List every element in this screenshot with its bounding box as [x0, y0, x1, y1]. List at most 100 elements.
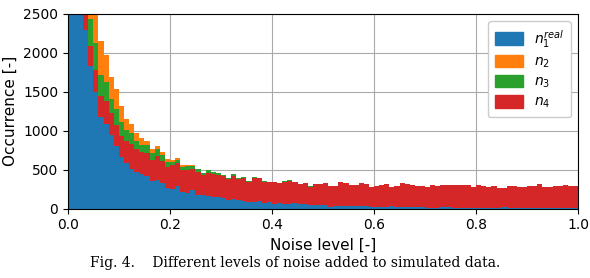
Bar: [191, 190, 195, 208]
Bar: [93, 43, 99, 70]
Bar: [303, 204, 308, 208]
Bar: [145, 145, 149, 153]
Bar: [83, 9, 88, 30]
Bar: [185, 170, 191, 193]
Bar: [236, 200, 241, 208]
Bar: [149, 160, 155, 182]
Bar: [104, 101, 109, 124]
Bar: [191, 169, 195, 190]
Bar: [114, 89, 119, 109]
Bar: [374, 207, 379, 208]
Bar: [139, 152, 145, 174]
Bar: [211, 197, 216, 208]
Bar: [119, 157, 124, 208]
Bar: [277, 203, 282, 208]
Bar: [134, 149, 139, 172]
Bar: [308, 187, 313, 205]
Bar: [318, 205, 323, 208]
Bar: [313, 205, 318, 208]
Bar: [247, 182, 251, 202]
Bar: [139, 145, 145, 152]
Bar: [134, 133, 139, 141]
Bar: [440, 185, 445, 207]
Bar: [328, 186, 333, 207]
Bar: [389, 187, 395, 207]
Bar: [160, 152, 165, 155]
Bar: [236, 178, 241, 179]
Bar: [206, 170, 211, 173]
Bar: [512, 186, 517, 208]
Bar: [175, 158, 180, 160]
Bar: [114, 146, 119, 208]
Bar: [333, 206, 338, 208]
Bar: [532, 186, 537, 208]
Bar: [104, 124, 109, 208]
Bar: [522, 187, 527, 208]
Bar: [349, 206, 353, 208]
Bar: [410, 207, 415, 208]
Bar: [395, 207, 399, 208]
Bar: [395, 187, 399, 207]
Bar: [369, 207, 374, 208]
Legend: $n_1^{real}$, $n_2$, $n_3$, $n_4$: $n_1^{real}$, $n_2$, $n_3$, $n_4$: [489, 21, 571, 117]
Bar: [145, 176, 149, 208]
Bar: [379, 207, 384, 208]
Bar: [247, 181, 251, 182]
Bar: [282, 204, 287, 208]
Bar: [83, 30, 88, 208]
Bar: [231, 174, 236, 176]
Bar: [241, 201, 247, 208]
Bar: [517, 187, 522, 208]
Bar: [226, 200, 231, 208]
Bar: [267, 202, 272, 208]
Bar: [129, 144, 134, 169]
Bar: [399, 183, 405, 207]
Bar: [216, 173, 221, 175]
Bar: [185, 193, 191, 208]
Bar: [99, 96, 104, 117]
Bar: [445, 185, 451, 207]
Bar: [389, 207, 395, 208]
Bar: [170, 162, 175, 165]
Bar: [548, 187, 553, 208]
Bar: [369, 187, 374, 207]
Bar: [349, 185, 353, 206]
Bar: [563, 185, 568, 208]
Bar: [364, 184, 369, 206]
Bar: [415, 185, 420, 207]
Bar: [293, 203, 297, 208]
Bar: [251, 202, 257, 208]
Bar: [328, 207, 333, 208]
Bar: [308, 205, 313, 208]
Bar: [129, 169, 134, 208]
Bar: [124, 163, 129, 208]
Bar: [455, 185, 461, 208]
Bar: [338, 182, 343, 206]
Bar: [104, 82, 109, 101]
Bar: [165, 167, 170, 188]
Bar: [155, 146, 160, 149]
Bar: [440, 207, 445, 208]
Bar: [180, 170, 185, 192]
Bar: [272, 203, 277, 208]
Text: Fig. 4.    Different levels of noise added to simulated data.: Fig. 4. Different levels of noise added …: [90, 256, 500, 270]
Bar: [93, 70, 99, 92]
Bar: [502, 207, 507, 208]
Bar: [104, 54, 109, 82]
Bar: [211, 172, 216, 173]
Bar: [262, 181, 267, 182]
Bar: [149, 149, 155, 153]
Bar: [119, 106, 124, 122]
Bar: [353, 206, 359, 208]
Bar: [195, 172, 201, 195]
Bar: [109, 77, 114, 99]
Bar: [384, 207, 389, 208]
Bar: [491, 186, 497, 208]
Bar: [287, 181, 293, 203]
Bar: [236, 179, 241, 200]
Bar: [466, 185, 471, 208]
Bar: [88, 46, 93, 66]
Bar: [119, 136, 124, 157]
Bar: [338, 206, 343, 208]
Bar: [461, 185, 466, 208]
